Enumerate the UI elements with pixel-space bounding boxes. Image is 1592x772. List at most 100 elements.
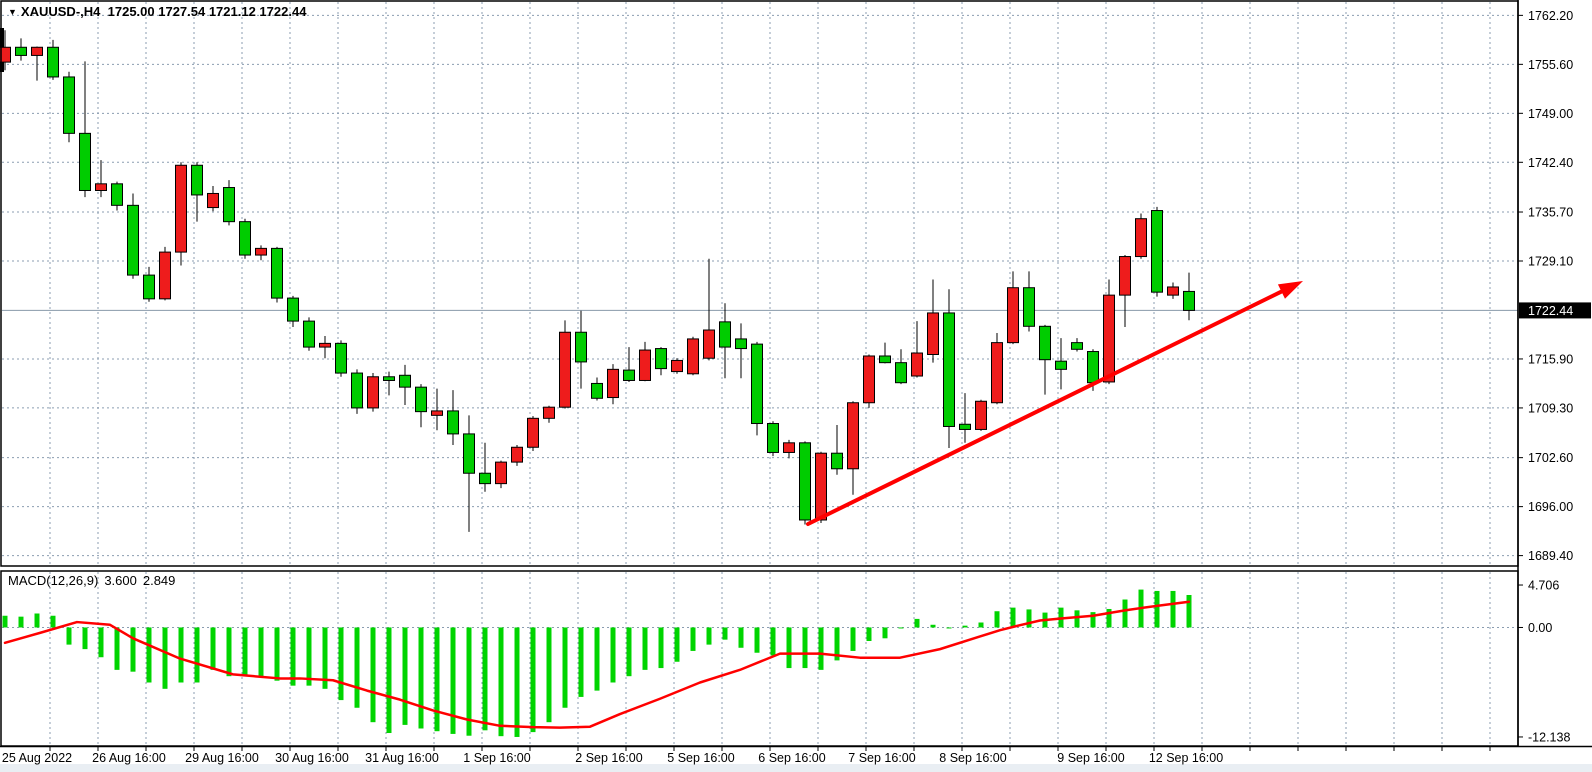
time-tick-label[interactable]: 30 Aug 16:00 (275, 751, 349, 765)
time-tick-label[interactable]: 25 Aug 2022 (2, 751, 72, 765)
macd-histogram-bar (658, 627, 664, 669)
macd-histogram-bar (578, 627, 584, 697)
time-tick-label[interactable]: 12 Sep 16:00 (1149, 751, 1223, 765)
candle-body (447, 410, 459, 435)
price-tick-label[interactable]: 1715.90 (1528, 352, 1573, 366)
price-tick-label[interactable]: 1696.00 (1528, 500, 1573, 514)
macd-histogram-bar (418, 627, 424, 729)
candle-body (975, 400, 987, 430)
candle-body (671, 359, 683, 373)
macd-histogram-bar (34, 613, 40, 628)
candle-body (143, 274, 155, 300)
candle-body (815, 452, 827, 521)
candle-body (687, 338, 699, 375)
price-tick-label[interactable]: 1762.20 (1528, 9, 1573, 23)
price-tick-label[interactable]: 1709.30 (1528, 401, 1573, 415)
macd-histogram-bar (450, 627, 456, 734)
candle-body (1023, 287, 1035, 327)
macd-histogram-bar (482, 627, 488, 731)
macd-histogram-bar (66, 627, 72, 645)
candle-body (399, 374, 411, 388)
price-tick-label[interactable]: 1689.40 (1528, 549, 1573, 563)
candle-body (335, 342, 347, 374)
candle-body (751, 343, 763, 425)
macd-indicator-label: MACD(12,26,9) 3.600 2.849 (8, 573, 181, 588)
macd-histogram-bar (178, 627, 184, 683)
title-ohlc-values: 1725.00 1727.54 1721.12 1722.44 (107, 4, 307, 19)
macd-histogram-bar (802, 627, 808, 669)
candle-body (271, 247, 283, 299)
candle-body (319, 342, 331, 348)
candle-body (943, 312, 955, 427)
trend-arrow-line[interactable] (806, 289, 1284, 526)
trend-arrow-head[interactable] (1277, 281, 1303, 299)
candle-body (303, 320, 315, 348)
time-tick-label[interactable]: 29 Aug 16:00 (185, 751, 259, 765)
macd-histogram-bar (754, 627, 760, 653)
time-tick-label[interactable]: 9 Sep 16:00 (1057, 751, 1124, 765)
time-tick-label[interactable]: 2 Sep 16:00 (575, 751, 642, 765)
macd-histogram-bar (530, 627, 536, 733)
price-tick-label[interactable]: 1735.70 (1528, 206, 1573, 220)
time-tick-label[interactable]: 31 Aug 16:00 (365, 751, 439, 765)
candle-body (1119, 256, 1131, 296)
time-tick-label[interactable]: 7 Sep 16:00 (848, 751, 915, 765)
time-tick-label[interactable]: 26 Aug 16:00 (92, 751, 166, 765)
macd-histogram-bar (866, 627, 872, 642)
price-tick-label[interactable]: 1755.60 (1528, 58, 1573, 72)
macd-histogram-bar (1090, 612, 1096, 628)
time-tick-label[interactable]: 5 Sep 16:00 (667, 751, 734, 765)
candle-body (991, 342, 1003, 404)
macd-histogram-bar (1154, 590, 1160, 628)
candle-body (831, 452, 843, 470)
candle-body (1135, 218, 1147, 258)
macd-tick-label[interactable]: -12.138 (1528, 730, 1570, 744)
macd-histogram-bar (706, 627, 712, 645)
candle-body (783, 442, 795, 453)
time-tick-label[interactable]: 6 Sep 16:00 (758, 751, 825, 765)
candle-body (1071, 342, 1083, 350)
candle-body (703, 329, 715, 359)
candle-body (223, 187, 235, 223)
macd-histogram-bar (466, 627, 472, 736)
macd-histogram-bar (322, 627, 328, 689)
candle-body (63, 76, 75, 134)
candle-body (543, 406, 555, 419)
price-tick-label[interactable]: 1742.40 (1528, 156, 1573, 170)
macd-histogram-bar (722, 627, 728, 640)
macd-histogram-bar (114, 627, 120, 670)
macd-tick-label[interactable]: 0.00 (1528, 621, 1552, 635)
price-tick-label[interactable]: 1749.00 (1528, 107, 1573, 121)
candle-body (191, 164, 203, 196)
time-tick-label[interactable]: 8 Sep 16:00 (939, 751, 1006, 765)
macd-histogram-bar (306, 627, 312, 686)
candle-body (911, 352, 923, 377)
macd-histogram-bar (1186, 595, 1192, 628)
macd-histogram-bar (210, 627, 216, 670)
symbol-timeframe-label: XAUUSD-,H4 (20, 4, 101, 19)
macd-histogram-bar (258, 627, 264, 677)
macd-main-value: 3.600 (104, 573, 137, 588)
macd-tick-label[interactable]: 4.706 (1528, 579, 1559, 593)
macd-histogram-bar (2, 615, 8, 628)
macd-histogram-bar (818, 627, 824, 670)
symbol-dropdown-icon[interactable]: ▼ (8, 7, 17, 17)
macd-histogram-bar (962, 625, 968, 628)
time-tick-label[interactable]: 1 Sep 16:00 (463, 751, 530, 765)
candle-body (463, 433, 475, 474)
candle-body (95, 183, 107, 191)
price-tick-label[interactable]: 1702.60 (1528, 451, 1573, 465)
price-tick-label[interactable]: 1729.10 (1528, 254, 1573, 268)
macd-histogram-bar (1026, 609, 1032, 628)
macd-histogram-bar (162, 627, 168, 689)
candle-body (415, 386, 427, 413)
candle-body (735, 338, 747, 350)
macd-histogram-bar (642, 627, 648, 670)
candle-body (1103, 294, 1115, 383)
macd-histogram-bar (194, 627, 200, 683)
macd-histogram-bar (594, 627, 600, 691)
macd-histogram-bar (690, 627, 696, 651)
macd-histogram-bar (1106, 608, 1112, 628)
candle-body (159, 251, 171, 300)
